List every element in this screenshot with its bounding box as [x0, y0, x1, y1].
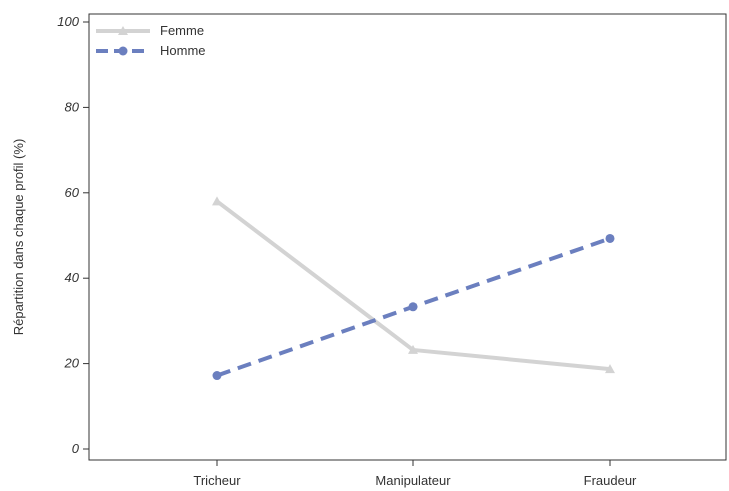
legend: Femme Homme	[96, 23, 206, 58]
legend-label: Femme	[160, 23, 204, 38]
data-point-homme	[408, 302, 418, 312]
data-point-femme	[212, 196, 222, 206]
data-point-homme	[212, 371, 222, 381]
legend-marker	[118, 26, 128, 35]
x-axis: Tricheur Manipulateur Fraudeur	[193, 460, 637, 488]
x-tick-label: Fraudeur	[584, 473, 637, 488]
series-femme	[212, 196, 615, 374]
legend-item-homme: Homme	[96, 43, 206, 58]
legend-item-femme: Femme	[96, 23, 204, 38]
data-point-homme	[605, 233, 615, 243]
plot-frame	[88, 13, 727, 461]
y-axis: 0 20 40 60 80 100	[57, 14, 89, 456]
y-axis-title: Répartition dans chaque profil (%)	[11, 139, 26, 336]
y-tick-label: 80	[65, 99, 80, 114]
x-tick-label: Tricheur	[193, 473, 241, 488]
series-homme	[212, 233, 615, 381]
legend-label: Homme	[160, 43, 206, 58]
data-point-femme	[605, 364, 615, 374]
legend-marker	[118, 46, 128, 56]
x-tick-label: Manipulateur	[375, 473, 451, 488]
y-tick-label: 60	[65, 185, 80, 200]
data-point-femme	[408, 344, 418, 354]
series-layer	[212, 196, 615, 381]
y-tick-label: 0	[72, 441, 80, 456]
y-tick-label: 20	[64, 356, 80, 371]
y-tick-label: 40	[65, 270, 80, 285]
y-tick-label: 100	[57, 14, 79, 29]
series-line-femme	[215, 199, 611, 372]
